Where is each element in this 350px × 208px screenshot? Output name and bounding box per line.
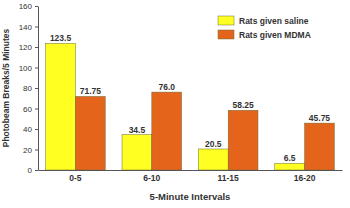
data-label: 20.5 xyxy=(205,139,222,149)
legend: Rats given saline Rats given MDMA xyxy=(218,16,311,40)
y-tick-label: 60 xyxy=(23,105,32,114)
x-tick-label: 16-20 xyxy=(294,173,316,183)
data-label: 45.75 xyxy=(309,113,331,123)
x-axis: 0-5 6-10 11-15 16-20 xyxy=(39,170,343,183)
y-tick-mark xyxy=(35,170,38,171)
bar xyxy=(122,135,152,170)
bar xyxy=(275,163,305,170)
legend-swatch xyxy=(218,30,234,39)
legend-swatch xyxy=(218,16,234,25)
data-label: 6.5 xyxy=(284,153,296,163)
x-axis-title: 5-Minute Intervals xyxy=(150,191,231,202)
data-label: 123.5 xyxy=(50,33,72,43)
x-tick: 16-20 xyxy=(294,170,316,183)
y-tick-mark xyxy=(35,27,38,28)
y-tick: 100 xyxy=(19,64,38,73)
x-tick-label: 0-5 xyxy=(69,173,82,183)
bar xyxy=(152,92,182,170)
y-tick-mark xyxy=(35,68,38,69)
y-tick-mark xyxy=(35,6,38,7)
x-axis-line xyxy=(39,170,343,171)
y-tick: 20 xyxy=(23,146,38,155)
y-tick-label: 100 xyxy=(19,64,33,73)
y-tick-label: 120 xyxy=(19,43,33,52)
data-label: 71.75 xyxy=(80,86,102,96)
legend-label: Rats given saline xyxy=(239,16,309,26)
y-axis: 0 20 40 60 80 100 120 140 160 xyxy=(19,2,39,175)
y-tick-label: 20 xyxy=(23,146,32,155)
plot: 123.5 34.5 20.5 6.5 71.75 76.0 58.25 45.75 0 20 40… xyxy=(19,2,343,183)
bars xyxy=(46,43,335,170)
bar xyxy=(198,149,228,170)
y-tick: 0 xyxy=(28,166,38,175)
data-label: 34.5 xyxy=(129,125,146,135)
x-tick-label: 6-10 xyxy=(143,173,160,183)
x-tick: 6-10 xyxy=(143,170,160,183)
legend-label: Rats given MDMA xyxy=(239,30,311,40)
y-tick: 140 xyxy=(19,23,38,32)
x-tick: 0-5 xyxy=(69,170,82,183)
data-label: 76.0 xyxy=(158,82,175,92)
y-tick: 40 xyxy=(23,125,38,134)
bar xyxy=(305,123,335,170)
y-axis-line xyxy=(38,7,39,171)
bar xyxy=(228,110,258,170)
y-tick-mark xyxy=(35,150,38,151)
y-tick-mark xyxy=(35,129,38,130)
y-tick-mark xyxy=(35,88,38,89)
y-tick-mark xyxy=(35,109,38,110)
legend-item: Rats given MDMA xyxy=(218,30,311,40)
data-labels: 123.5 34.5 20.5 6.5 71.75 76.0 58.25 45.75 xyxy=(50,33,330,163)
bar xyxy=(46,43,76,170)
y-tick-mark xyxy=(35,47,38,48)
y-tick: 160 xyxy=(19,2,38,11)
y-tick-label: 40 xyxy=(23,125,32,134)
y-tick-label: 160 xyxy=(19,2,33,11)
y-tick-label: 140 xyxy=(19,23,33,32)
bar xyxy=(75,96,105,170)
y-tick: 60 xyxy=(23,105,38,114)
legend-item: Rats given saline xyxy=(218,16,309,26)
chart-root: 123.5 34.5 20.5 6.5 71.75 76.0 58.25 45.75 0 20 40… xyxy=(0,0,350,208)
y-tick: 80 xyxy=(23,84,38,93)
y-axis-title: Photobeam Breaks/5 Minutes xyxy=(1,28,11,147)
y-tick: 120 xyxy=(19,43,38,52)
data-label: 58.25 xyxy=(232,100,254,110)
x-tick-label: 11-15 xyxy=(218,173,240,183)
y-tick-label: 80 xyxy=(23,84,32,93)
y-tick-label: 0 xyxy=(28,166,33,175)
x-tick: 11-15 xyxy=(218,170,240,183)
